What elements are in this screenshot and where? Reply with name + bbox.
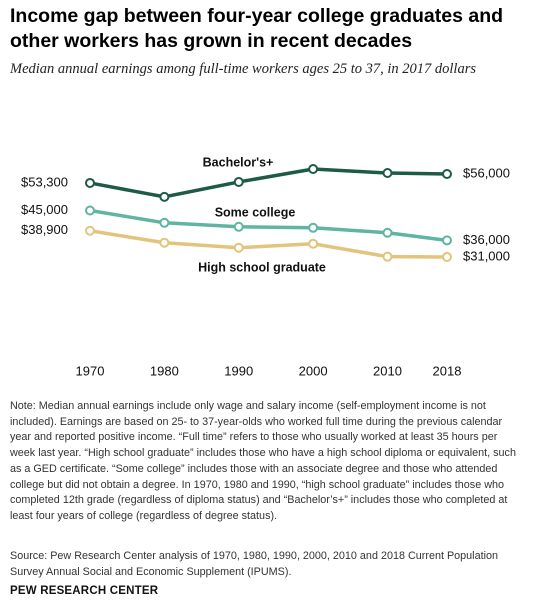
marker [233,242,244,253]
marker [85,177,95,188]
source: Source: Pew Research Center analysis of … [10,550,498,578]
x-tick-label: 2000 [299,363,328,378]
x-tick-label: 1970 [76,363,105,378]
marker [382,167,393,178]
x-tick-label: 1990 [224,363,253,378]
chart: 1970 1980 1990 2000 2010 2018 $53,300 $56,000 Ba… [21,155,510,378]
x-tick-label: 2018 [433,363,462,378]
x-tick-label: 1980 [150,363,179,378]
chart-subtitle: Median annual earnings among full-time w… [10,61,476,77]
series-line [89,167,448,199]
credit: PEW RESEARCH CENTER [10,585,159,597]
marker [85,225,95,236]
note: Note: Median annual earnings include onl… [10,400,516,522]
series-line [89,229,448,259]
value-label: $45,000 [21,202,68,217]
marker [308,238,319,249]
marker [159,191,170,202]
marker [159,237,170,248]
marker [159,217,170,228]
value-label: $31,000 [463,248,510,263]
marker [233,176,244,187]
marker [442,168,452,179]
value-label: $56,000 [463,165,510,180]
marker [442,252,452,262]
marker [308,164,319,174]
series-label: Some college [215,205,296,219]
x-tick-label: 2010 [373,363,402,378]
marker [382,251,393,262]
series-line [89,208,448,243]
value-label: $36,000 [463,232,510,247]
marker [382,227,393,238]
series-label: High school graduate [198,260,326,274]
marker [85,205,95,216]
series-label: Bachelor's+ [203,155,274,169]
chart-title: Income gap between four-year college gra… [10,5,504,52]
value-label: $38,900 [21,222,68,237]
value-label: $53,300 [21,174,68,189]
marker [308,222,319,233]
marker [233,221,244,232]
marker [442,235,452,246]
